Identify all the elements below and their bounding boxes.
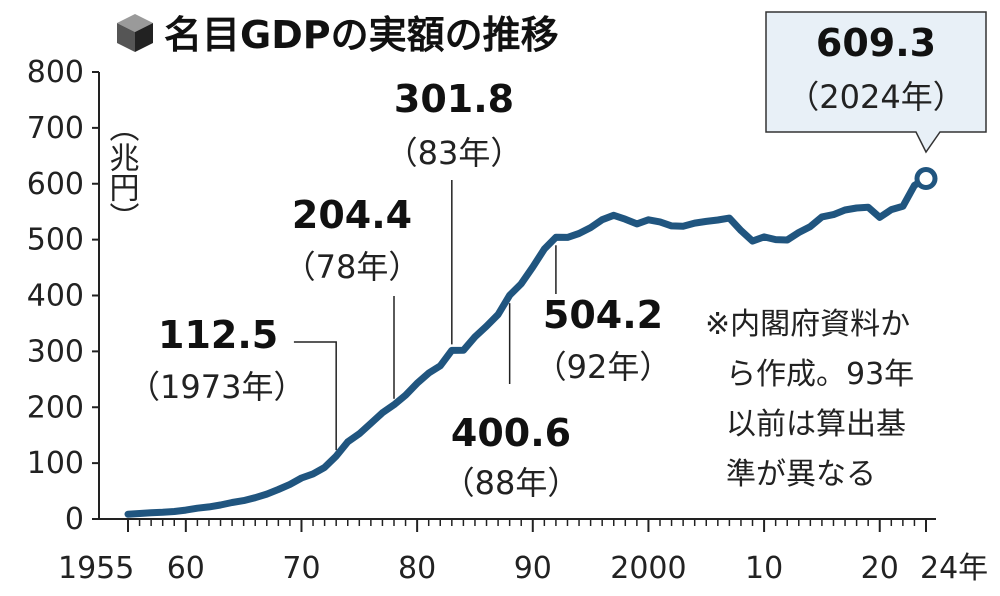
note-line: ※内閣府資料か [705, 307, 910, 342]
callout-year-1992: （92年） [535, 348, 672, 386]
callout-year-1988: （88年） [443, 464, 580, 502]
y-tick-label: 0 [65, 502, 84, 537]
callout-value-1992: 504.2 [543, 293, 663, 337]
y-tick-label: 500 [27, 223, 84, 258]
x-tick-label: 24年 [920, 551, 988, 586]
x-tick-label: 80 [398, 551, 436, 586]
y-tick-label: 200 [27, 390, 84, 425]
callout-year-1973: （1973年） [128, 368, 305, 406]
x-tick-label: 60 [167, 551, 205, 586]
latest-callout-box [765, 11, 987, 154]
callout-year-2024: （2024年） [787, 78, 964, 116]
callout-value-1988: 400.6 [451, 411, 571, 455]
callout-year-1978: （78年） [284, 248, 421, 286]
x-tick-label: 10 [745, 551, 783, 586]
y-tick-label: 300 [27, 334, 84, 369]
y-tick-label: 700 [27, 111, 84, 146]
y-tick-label: 100 [27, 446, 84, 481]
x-tick-label: 70 [282, 551, 320, 586]
callout-value-1983: 301.8 [394, 77, 514, 121]
leader-line-1973 [293, 341, 337, 451]
source-note: ※内閣府資料か ら作成。93年 以前は算出基 準が異なる [705, 307, 914, 492]
callout-value-1973: 112.5 [158, 313, 278, 357]
x-tick-label: 1955 [58, 551, 134, 586]
callout-year-1983: （83年） [386, 134, 523, 172]
x-tick-label: 20 [861, 551, 899, 586]
cube-icon [117, 14, 153, 52]
x-tick-label: 2000 [610, 551, 686, 586]
chart-title: 名目GDPの実額の推移 [164, 13, 559, 57]
y-tick-label: 400 [27, 279, 84, 314]
gdp-series-line [124, 175, 930, 518]
x-tick-label: 90 [514, 551, 552, 586]
callout-value-2024: 609.3 [816, 21, 936, 65]
y-axis-label: （兆円） [104, 112, 140, 232]
note-line: 以前は算出基 [726, 407, 906, 442]
callout-value-1978: 204.4 [292, 193, 412, 237]
y-tick-label: 600 [27, 167, 84, 202]
y-tick-label: 800 [27, 55, 84, 90]
latest-point-marker [914, 167, 938, 191]
note-line: 準が異なる [726, 457, 876, 492]
note-line: ら作成。93年 [726, 357, 914, 392]
latest-callout: 609.3 （2024年） [765, 11, 987, 154]
